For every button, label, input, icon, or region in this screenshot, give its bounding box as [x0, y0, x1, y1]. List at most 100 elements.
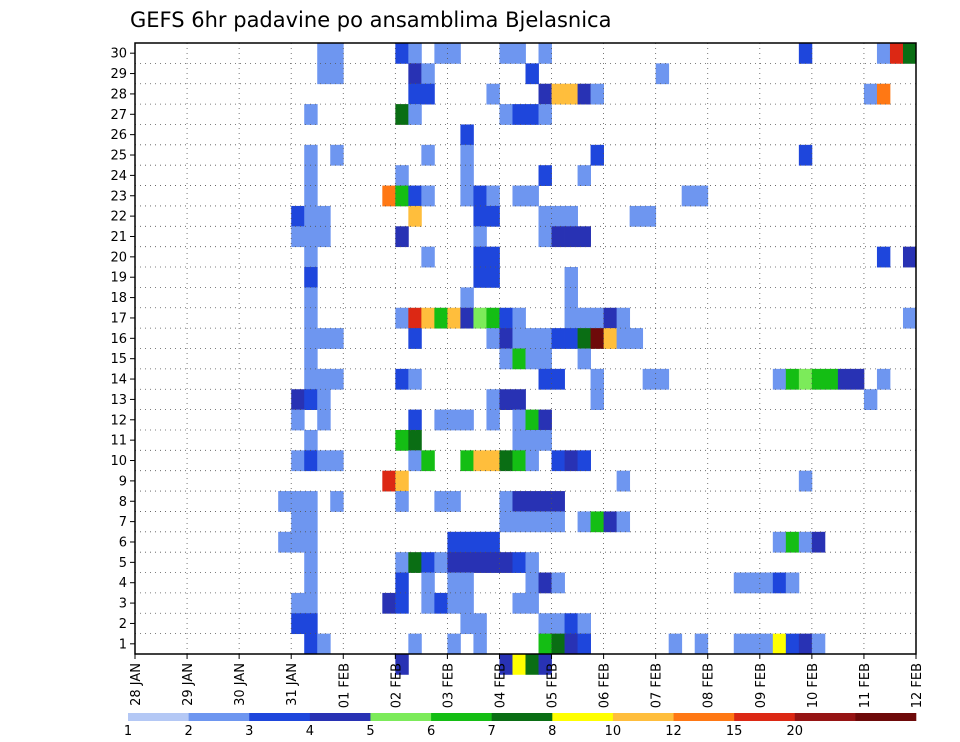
heatmap-cell — [564, 307, 578, 329]
heatmap-cell — [824, 368, 839, 390]
colorbar-label: 2 — [184, 724, 192, 739]
y-tick-label: 28 — [110, 87, 127, 102]
heatmap-cell — [525, 328, 539, 349]
heatmap-cell — [759, 633, 774, 655]
heatmap-cell — [785, 572, 800, 594]
heatmap-cell — [564, 226, 578, 248]
heatmap-cell — [317, 328, 331, 349]
heatmap-cell — [304, 531, 318, 553]
plot-frame — [134, 42, 917, 655]
heatmap-cell — [382, 185, 396, 207]
y-tick-label: 18 — [110, 291, 127, 306]
heatmap-cell — [499, 450, 513, 472]
heatmap-cell — [564, 328, 578, 349]
heatmap-cell — [798, 531, 813, 553]
heatmap-cell — [512, 552, 526, 573]
heatmap-cell — [304, 144, 318, 166]
heatmap-cell — [330, 450, 344, 472]
heatmap-cell — [486, 267, 500, 288]
y-tick-label: 3 — [119, 597, 127, 612]
heatmap-cell — [395, 307, 409, 329]
colorbar-label: 1 — [124, 724, 132, 739]
heatmap-cell — [447, 633, 461, 655]
heatmap-cell — [538, 409, 552, 431]
heatmap-cell — [798, 633, 813, 655]
heatmap-cell — [408, 307, 422, 329]
heatmap-cell — [499, 654, 513, 675]
heatmap-cell — [616, 307, 631, 329]
heatmap-cell — [395, 226, 409, 248]
y-tick-label: 1 — [119, 637, 127, 652]
heatmap-cell — [681, 185, 696, 207]
heatmap-cell — [551, 613, 565, 635]
heatmap-cell — [785, 633, 800, 655]
heatmap-cell — [460, 287, 474, 309]
x-tick-label: 31 JAN — [285, 663, 300, 706]
heatmap-cell — [434, 307, 448, 329]
heatmap-cell — [486, 205, 500, 227]
heatmap-cell — [473, 205, 487, 227]
heatmap-cell — [603, 511, 618, 533]
heatmap-cell — [317, 226, 331, 248]
heatmap-cell — [642, 368, 657, 390]
colorbar: 1 2 3 4 5 6 7 8 10 12 15 20 — [124, 713, 917, 739]
heatmap-cell — [590, 368, 604, 390]
heatmap-cell — [590, 83, 604, 105]
heatmap-cell — [317, 450, 331, 472]
y-tick-label: 17 — [110, 311, 127, 326]
heatmap-cell — [525, 185, 539, 207]
heatmap-cell — [772, 572, 787, 594]
heatmap-cell — [499, 552, 513, 573]
heatmap-cell — [486, 552, 500, 573]
y-tick-label: 2 — [119, 617, 127, 632]
heatmap-cell — [447, 592, 461, 614]
heatmap-cell — [408, 185, 422, 207]
heatmap-cell — [863, 83, 878, 105]
heatmap-cell — [577, 226, 591, 248]
heatmap-cell — [564, 633, 578, 655]
y-tick-label: 19 — [110, 271, 127, 286]
heatmap-cell — [525, 429, 539, 451]
heatmap-cell — [304, 205, 318, 227]
heatmap-cell — [460, 592, 474, 614]
colorbar-swatch — [855, 713, 917, 721]
heatmap-cell — [486, 409, 500, 431]
colorbar-swatch — [612, 713, 674, 721]
heatmap-cell — [447, 531, 461, 553]
heatmap-cell — [525, 572, 539, 594]
heatmap-cell — [486, 83, 500, 105]
heatmap-cell — [564, 450, 578, 472]
chart-title: GEFS 6hr padavine po ansamblima Bjelasni… — [130, 8, 611, 32]
heatmap-cell — [421, 83, 435, 105]
heatmap-cell — [902, 43, 917, 64]
heatmap-cell — [304, 348, 318, 370]
y-tick-label: 23 — [110, 189, 127, 204]
heatmap-cell — [577, 83, 591, 105]
heatmap-cell — [798, 368, 813, 390]
heatmap-cell — [291, 226, 305, 248]
heatmap-cell — [447, 43, 461, 64]
y-tick-label: 30 — [110, 47, 127, 62]
heatmap-cell — [460, 552, 474, 573]
heatmap-cell — [447, 572, 461, 594]
x-tick-label: 06 FEB — [598, 663, 613, 708]
heatmap-cell — [304, 511, 318, 533]
heatmap-cell — [330, 144, 344, 166]
heatmap-cell — [525, 654, 539, 675]
heatmap-cell — [811, 368, 826, 390]
heatmap-cell — [395, 654, 409, 675]
heatmap-cell — [551, 572, 565, 594]
heatmap-cell — [395, 429, 409, 451]
heatmap-cell — [473, 246, 487, 268]
heatmap-cell — [486, 531, 500, 553]
heatmap-cell — [538, 348, 552, 370]
heatmap-cell — [408, 552, 422, 573]
heatmap-cell — [434, 43, 448, 64]
colorbar-swatch — [734, 713, 796, 721]
heatmap-cell — [603, 307, 618, 329]
heatmap-cell — [551, 511, 565, 533]
heatmap-cell — [590, 307, 604, 329]
heatmap-cell — [447, 307, 461, 329]
heatmap-cell — [538, 368, 552, 390]
heatmap-cell — [512, 511, 526, 533]
